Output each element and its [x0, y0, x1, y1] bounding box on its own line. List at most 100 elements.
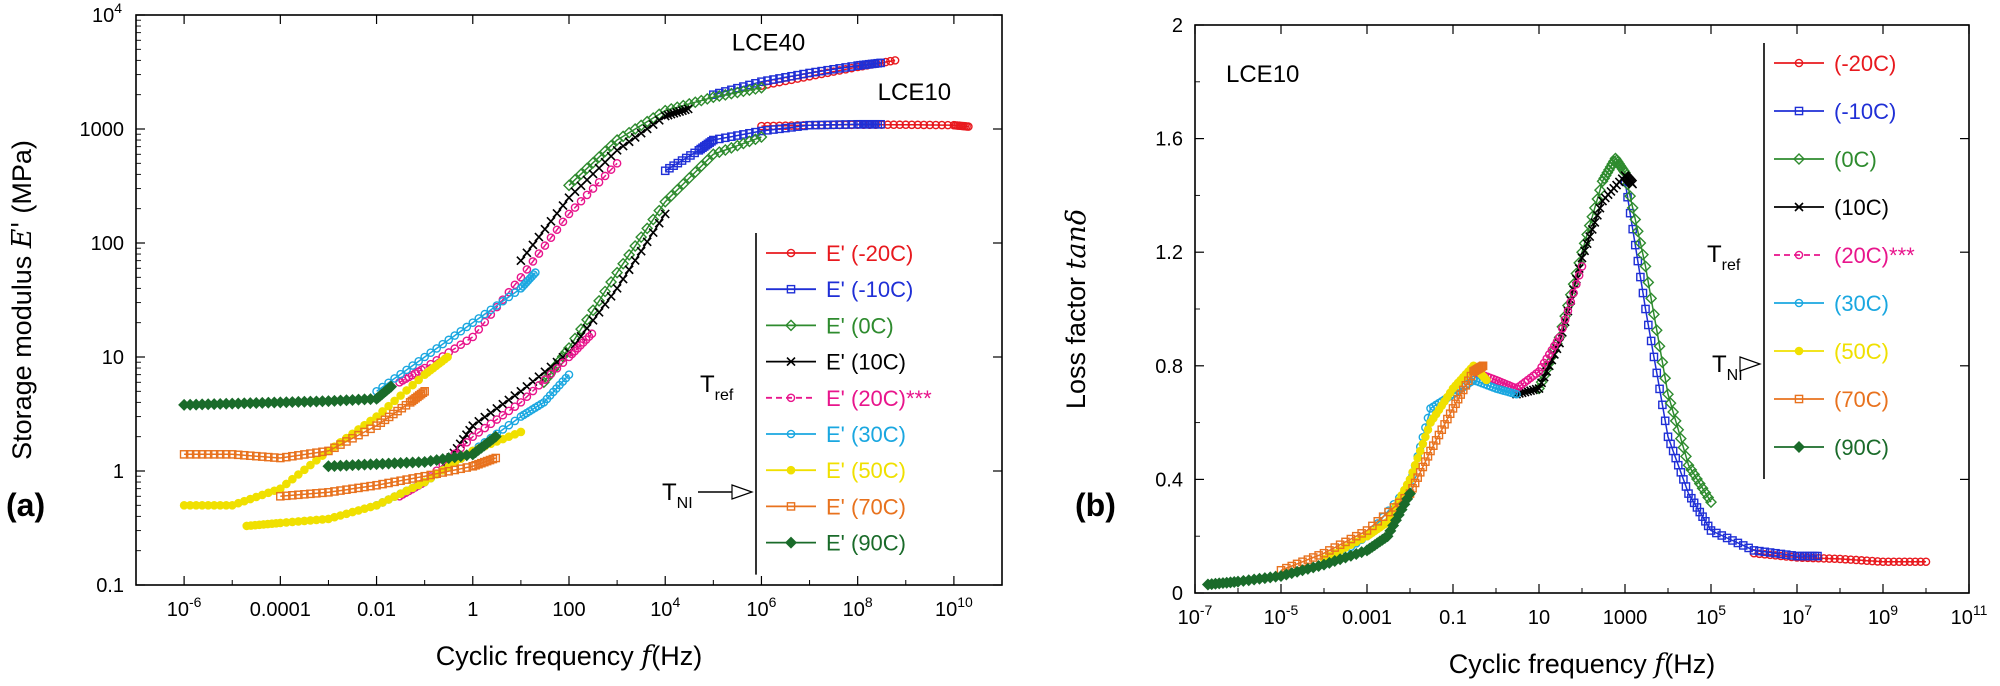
b-data-point: [1456, 390, 1465, 399]
a-data-point: [458, 434, 468, 444]
b-legend: (-20C) (-10C) (0C) (10C) (20C)*** (30C) (50C) (…: [1763, 43, 1915, 479]
a-data-point: [606, 291, 616, 301]
b-data-point: [1900, 557, 1909, 567]
a-data-point: [474, 325, 484, 334]
b-data-point: [1592, 210, 1602, 220]
a-data-point: [588, 184, 598, 193]
a-data-point: [480, 317, 490, 327]
panel-label-a: (a): [6, 487, 45, 523]
a-data-point: [456, 464, 466, 474]
a-data-point: [185, 450, 195, 459]
a-data-point: [581, 162, 594, 175]
a-data-point: [282, 491, 291, 501]
b-y-tick-label: 0: [1172, 583, 1183, 605]
a-data-point: [713, 146, 726, 159]
b-tref-label: Tref: [1707, 241, 1741, 274]
a-data-point: [540, 224, 550, 234]
b-data-point: [1421, 432, 1430, 442]
a-data-point: [793, 122, 802, 131]
a-data-point: [471, 460, 480, 470]
a-data-point: [749, 133, 762, 146]
a-data-point: [486, 408, 496, 418]
a-data-point: [516, 386, 526, 396]
a-data-point: [239, 450, 249, 460]
chart-b: 10-7 10-5 0.001 0.1 10 1000 105 107 109 1011 0 0.4 0…: [1061, 15, 1988, 680]
b-data-point: [1682, 459, 1695, 472]
a-data-point: [889, 120, 899, 130]
a-data-point: [881, 57, 891, 67]
a-data-point: [612, 159, 622, 168]
a-x-tick-label: 100: [552, 599, 585, 621]
a-data-point: [510, 391, 520, 401]
a-data-point: [522, 265, 532, 274]
a-data-point: [757, 126, 766, 136]
a-data-point: [510, 288, 520, 297]
b-data-point: [1536, 378, 1547, 388]
b-x-tick-label: 1011: [1951, 602, 1988, 629]
a-data-point: [605, 276, 618, 289]
b-data-point: [1477, 362, 1487, 371]
a-data-point: [264, 452, 273, 462]
a-data-point: [576, 196, 586, 206]
a-data-point: [492, 415, 502, 424]
b-data-point: [1851, 555, 1861, 565]
a-data-point: [402, 365, 411, 375]
a-data-point: [480, 309, 490, 319]
b-data-point: [1595, 203, 1605, 213]
a-data-point: [282, 452, 291, 462]
a-data-point: [847, 120, 856, 129]
a-data-point: [719, 143, 732, 156]
a-data-point: [528, 240, 538, 250]
b-data-point: [1873, 557, 1882, 566]
a-data-point: [491, 453, 501, 463]
a-data-point: [570, 203, 580, 212]
a-data-point: [479, 457, 489, 467]
a-tref-label: Tref: [700, 371, 734, 404]
b-data-point: [1658, 400, 1667, 410]
b-data-point: [1482, 375, 1491, 385]
a-data-point: [558, 217, 568, 227]
b-data-point: [1749, 546, 1759, 555]
a-data-point: [709, 135, 718, 145]
b-data-point: [1577, 253, 1587, 263]
a-data-point: [378, 407, 387, 416]
a-data-point: [636, 246, 646, 256]
a-data-point: [486, 419, 496, 429]
b-series-line: [1323, 364, 1488, 560]
b-data-point: [1647, 308, 1660, 321]
b-data-point: [1434, 430, 1444, 440]
a-data-point: [835, 64, 844, 73]
b-data-point: [1641, 304, 1650, 314]
a-data-point: [680, 105, 690, 115]
b-data-point: [1649, 352, 1659, 362]
b-data-point: [1867, 556, 1877, 566]
a-data-point: [763, 125, 772, 135]
b-data-point: [1862, 556, 1872, 565]
a-data-point: [745, 80, 754, 90]
b-data-point: [1894, 557, 1904, 567]
b-data-point: [1878, 557, 1888, 567]
b-data-point: [1437, 425, 1447, 435]
b-legend-label: (-10C): [1834, 99, 1896, 124]
a-data-point: [715, 134, 724, 144]
a-legend-label: E' (50C): [826, 458, 906, 483]
a-data-point: [450, 344, 460, 353]
a-data-point: [886, 56, 895, 66]
a-tni-arrow-head: [731, 484, 754, 500]
a-data-point: [737, 85, 750, 98]
b-legend-marker: [1794, 106, 1804, 116]
a-data-point: [402, 475, 411, 484]
a-data-point: [618, 141, 628, 151]
a-data-point: [743, 84, 756, 97]
a-data-point: [769, 75, 778, 84]
a-data-point: [937, 120, 947, 130]
a-data-point: [683, 104, 693, 114]
a-data-point: [312, 489, 321, 498]
a-data-point: [528, 386, 538, 396]
a-data-point: [630, 132, 640, 143]
a-data-point: [582, 190, 592, 200]
a-data-point: [420, 352, 429, 362]
a-x-tick-label: 10-6: [167, 594, 202, 621]
b-data-point: [1677, 441, 1690, 454]
b-data-point: [1410, 478, 1420, 488]
